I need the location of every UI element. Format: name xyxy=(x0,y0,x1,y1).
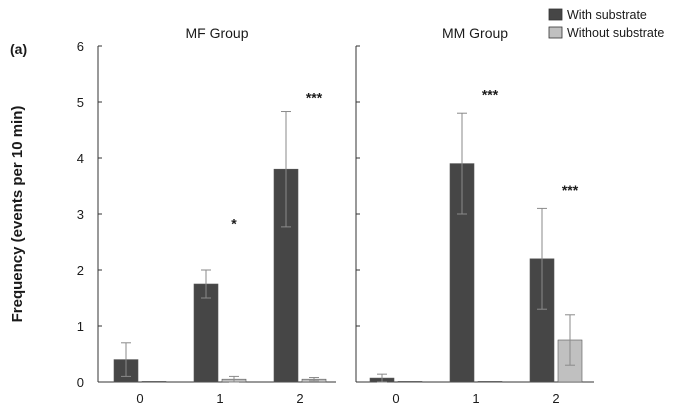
legend-label: Without substrate xyxy=(567,26,664,40)
y-tick-label: 5 xyxy=(77,95,84,110)
x-tick-label: 2 xyxy=(296,391,303,406)
significance-marker: *** xyxy=(482,87,499,103)
panel-label: (a) xyxy=(10,41,27,57)
significance-marker: *** xyxy=(562,182,579,198)
significance-marker: *** xyxy=(306,89,323,105)
legend: With substrate Without substrate xyxy=(548,8,664,40)
legend-swatch xyxy=(548,26,563,39)
x-tick-label: 0 xyxy=(392,391,399,406)
x-tick-label: 1 xyxy=(472,391,479,406)
bar xyxy=(193,283,219,383)
bar xyxy=(477,381,503,383)
bar xyxy=(397,381,423,383)
bar xyxy=(141,381,167,383)
panel-title: MF Group xyxy=(185,25,248,41)
x-tick-label: 0 xyxy=(136,391,143,406)
y-axis-label: Frequency (events per 10 min) xyxy=(9,106,26,323)
y-tick-label: 3 xyxy=(77,207,84,222)
panel-2: MM Group 0 1 2 *** *** xyxy=(355,25,594,406)
x-tick-label: 1 xyxy=(216,391,223,406)
y-tick-label: 4 xyxy=(77,151,84,166)
y-tick-label: 2 xyxy=(77,263,84,278)
y-tick-label: 1 xyxy=(77,319,84,334)
legend-swatch xyxy=(548,8,563,21)
significance-marker: * xyxy=(231,215,237,231)
panel-title: MM Group xyxy=(442,25,508,41)
y-tick-label: 6 xyxy=(77,39,84,54)
y-tick-label: 0 xyxy=(77,375,84,390)
legend-label: With substrate xyxy=(567,8,647,22)
x-tick-label: 2 xyxy=(552,391,559,406)
